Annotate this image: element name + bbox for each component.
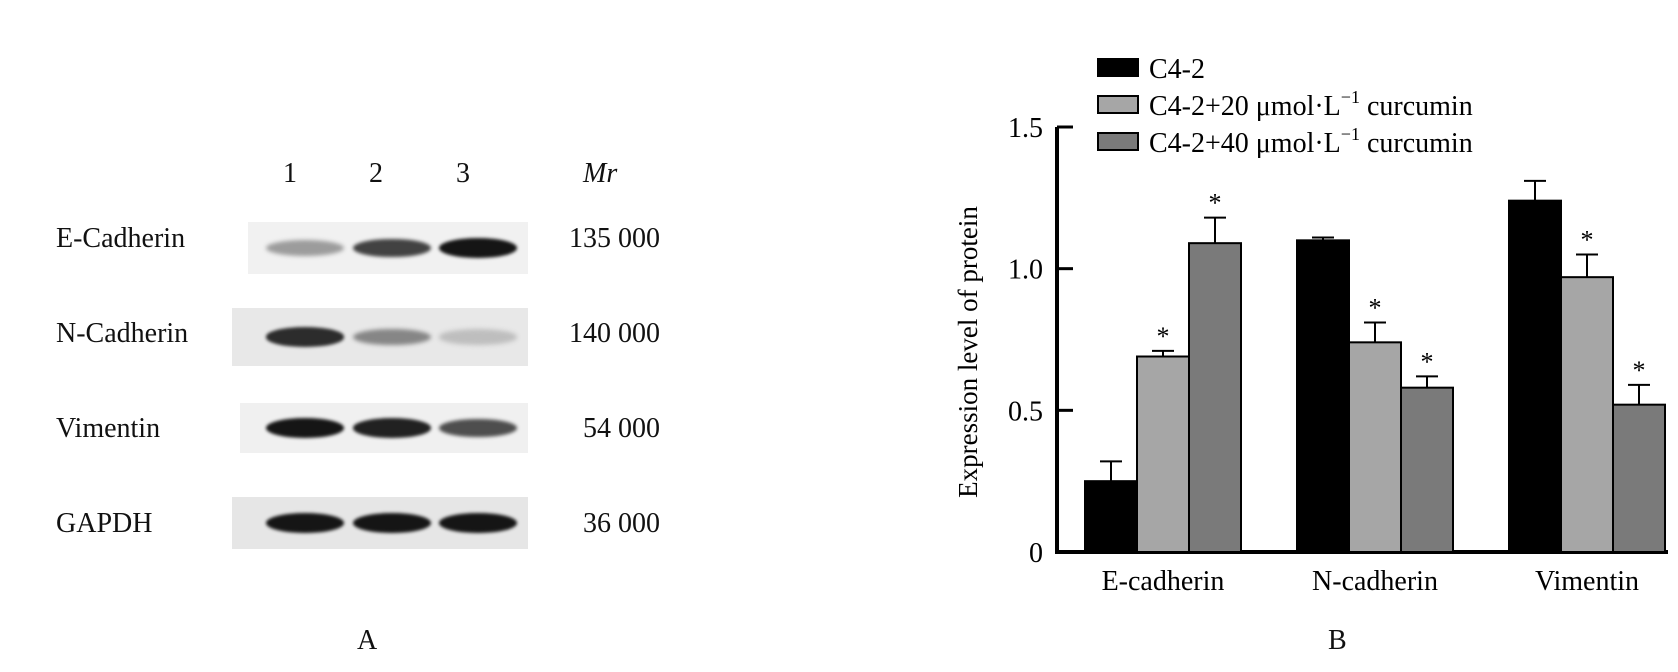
blot-band [266,327,344,347]
y-tick-label: 1.0 [1008,255,1043,286]
protein-label-gapdh: GAPDH [56,508,153,539]
blot-band [266,418,344,438]
significance-marker: * [1369,294,1382,323]
protein-label-e-cadherin: E-Cadherin [56,223,186,254]
bar [1348,341,1402,554]
blot-strip-e-cadherin [248,222,528,274]
blot-band [266,239,344,257]
lane-number-1: 1 [283,158,297,189]
legend-swatch [1097,132,1139,151]
x-tick-label: Vimentin [1535,566,1639,597]
bar [1084,480,1138,553]
y-tick-label: 0.5 [1008,396,1043,427]
blot-strip-n-cadherin [232,308,528,366]
blot-strip-gapdh [232,497,528,549]
legend-entry: C4-2+20 μmol·L−1 curcumin [1149,87,1473,122]
protein-label-n-cadherin: N-Cadherin [56,318,189,349]
bar [1560,276,1614,553]
blot-strip-vimentin [240,403,528,453]
lane-number-2: 2 [369,158,383,189]
blot-band [353,418,431,438]
blot-band [439,238,517,258]
significance-marker: * [1209,189,1222,218]
significance-marker: * [1581,226,1594,255]
blot-band [353,328,431,346]
bar [1400,386,1454,553]
x-tick-label: E-cadherin [1102,566,1225,597]
blot-band [439,329,517,345]
y-tick-label: 0 [1029,538,1043,569]
protein-label-vimentin: Vimentin [56,413,161,444]
mr-value-n-cadherin: 140 000 [569,318,660,349]
legend-entry: C4-2 [1149,54,1205,85]
x-tick-label: N-cadherin [1312,566,1438,597]
bar [1188,242,1242,554]
panel-label-b: B [1328,625,1347,656]
blot-band [439,513,517,533]
blot-band [353,238,431,258]
significance-marker: * [1421,347,1434,376]
bar [1136,355,1190,553]
lane-number-3: 3 [456,158,470,189]
blot-band [353,513,431,533]
bar [1612,403,1666,553]
blot-band [439,418,517,438]
panel-label-a: A [357,625,378,656]
legend-entry: C4-2+40 μmol·L−1 curcumin [1149,124,1473,159]
significance-marker: * [1157,322,1170,351]
chart-axes: 0 0.5 1.0 1.5 E-cadherin N-cadherin Vimentin [1008,113,1668,597]
mr-value-vimentin: 54 000 [583,413,660,444]
mr-header: Mr [583,158,618,189]
y-tick-label: 1.5 [1008,113,1043,144]
mr-value-e-cadherin: 135 000 [569,223,660,254]
chart-bars: * * * * * * [1084,179,1666,554]
legend-swatch [1097,58,1139,77]
blot-band [266,513,344,533]
y-axis-label: Expression level of protein [953,206,983,498]
legend-swatch [1097,95,1139,114]
mr-value-gapdh: 36 000 [583,508,660,539]
bar [1508,199,1562,554]
bar [1296,239,1350,553]
significance-marker: * [1633,356,1646,385]
